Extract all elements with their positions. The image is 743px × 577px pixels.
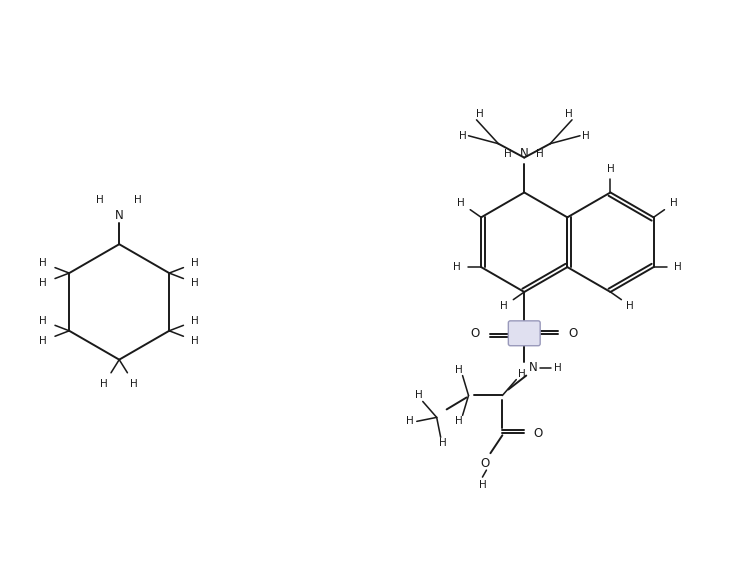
Text: H: H xyxy=(476,109,484,119)
Text: H: H xyxy=(39,258,48,268)
Text: H: H xyxy=(626,301,635,311)
Text: H: H xyxy=(39,278,48,288)
Text: H: H xyxy=(565,109,573,119)
Text: O: O xyxy=(471,327,480,340)
Text: H: H xyxy=(39,336,48,346)
Text: H: H xyxy=(458,131,467,141)
Text: N: N xyxy=(520,147,528,160)
Text: H: H xyxy=(455,365,462,374)
Text: H: H xyxy=(504,149,512,159)
Text: H: H xyxy=(606,164,614,174)
Text: H: H xyxy=(406,417,414,426)
Text: H: H xyxy=(458,198,465,208)
FancyBboxPatch shape xyxy=(508,321,540,346)
Text: H: H xyxy=(536,149,544,159)
Text: H: H xyxy=(191,336,199,346)
Text: H: H xyxy=(519,369,526,379)
Text: N: N xyxy=(115,209,123,222)
Text: H: H xyxy=(453,262,461,272)
Text: H: H xyxy=(191,316,199,326)
Text: H: H xyxy=(97,196,104,205)
Text: O: O xyxy=(568,327,577,340)
Text: H: H xyxy=(582,131,590,141)
Text: H: H xyxy=(554,362,562,373)
Text: H: H xyxy=(39,316,48,326)
Text: H: H xyxy=(415,391,423,400)
Text: H: H xyxy=(439,439,447,448)
Text: H: H xyxy=(134,196,142,205)
Text: N: N xyxy=(529,361,538,374)
Text: H: H xyxy=(191,258,199,268)
Text: H: H xyxy=(669,198,678,208)
Text: H: H xyxy=(191,278,199,288)
Text: H: H xyxy=(100,379,108,388)
Text: H: H xyxy=(478,480,487,490)
Text: O: O xyxy=(481,456,490,470)
Text: H: H xyxy=(130,379,138,388)
Text: H: H xyxy=(674,262,681,272)
Text: O: O xyxy=(533,427,543,440)
Text: H: H xyxy=(501,301,508,311)
Text: H: H xyxy=(455,417,462,426)
Text: As: As xyxy=(518,329,531,339)
